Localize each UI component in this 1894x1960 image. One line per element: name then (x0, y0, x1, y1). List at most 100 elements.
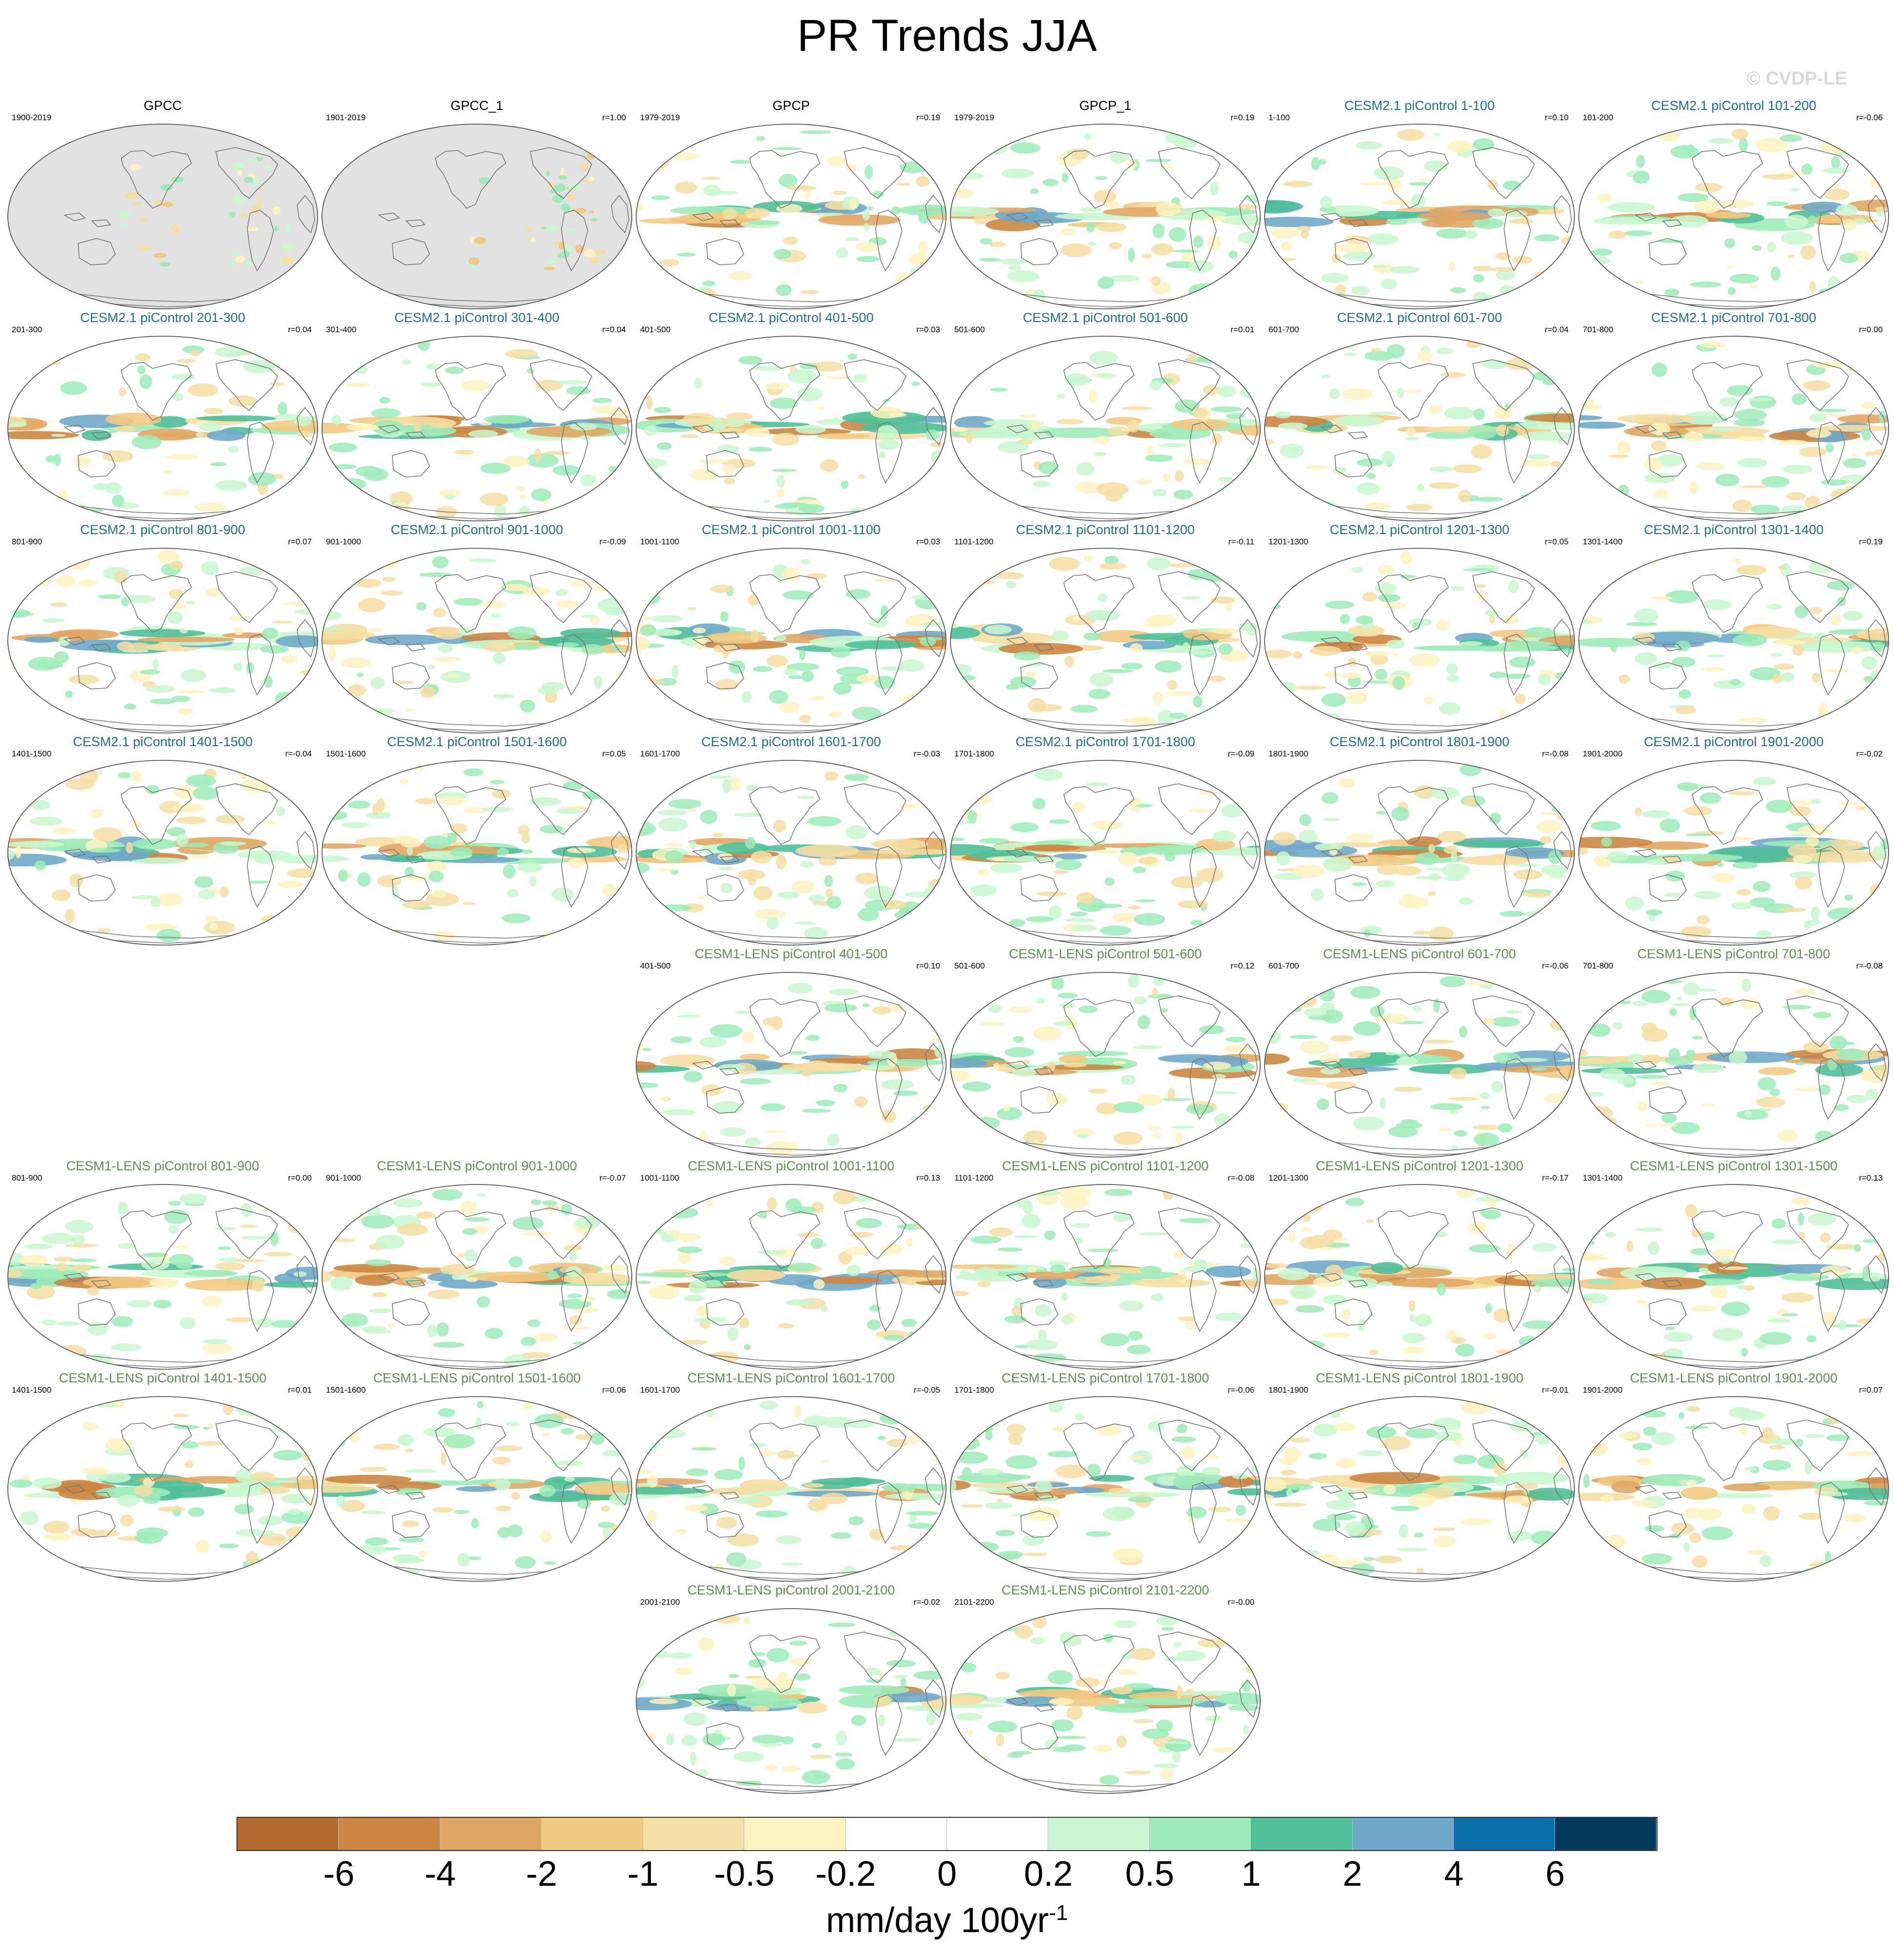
trend-patch (278, 402, 288, 415)
coastline (121, 1422, 192, 1481)
trend-patch (28, 657, 60, 671)
coastline (706, 1510, 744, 1538)
trend-patch (546, 226, 559, 232)
trend-patch (280, 1493, 310, 1504)
trend-patch (1011, 1751, 1033, 1755)
world-map (950, 1608, 1261, 1794)
trend-patch (1752, 777, 1776, 786)
panel-pattern-correlation: r=0.04 (288, 325, 312, 334)
trend-patch (956, 1451, 988, 1464)
trend-patch (1059, 1002, 1075, 1009)
trend-patch (1216, 496, 1245, 500)
trend-patch (297, 802, 318, 808)
trend-patch (995, 1529, 1015, 1537)
trend-patch (196, 1441, 224, 1446)
coastline (530, 1420, 592, 1472)
coastline (706, 238, 744, 265)
trend-patch (567, 847, 596, 854)
trend-patch (692, 504, 718, 517)
trend-patch (1391, 807, 1410, 821)
trend-patch (967, 810, 977, 824)
trend-patch (60, 381, 87, 395)
trend-patch (1230, 931, 1242, 936)
trend-patch (1679, 1479, 1688, 1485)
trend-patch (1653, 661, 1672, 669)
trend-patch (1366, 473, 1376, 479)
trend-patch (1047, 1061, 1055, 1072)
trend-patch (893, 1090, 918, 1096)
trend-patch (537, 687, 559, 695)
trend-patch (551, 887, 574, 902)
trend-patch (1172, 1749, 1181, 1763)
coastline (1472, 995, 1535, 1048)
trend-patch (1366, 1426, 1396, 1439)
trend-patch (1011, 822, 1039, 832)
trend-patch (1265, 1263, 1289, 1269)
trend-patch (1026, 916, 1054, 923)
coastline (1786, 359, 1849, 411)
map-border (950, 124, 1261, 309)
coastline (1334, 450, 1373, 477)
trend-patch (526, 426, 612, 437)
trend-patch (1268, 1102, 1288, 1116)
trend-patch (1005, 581, 1016, 588)
trend-patch (602, 883, 617, 897)
trend-patch (462, 1228, 478, 1235)
trend-patch (1814, 425, 1889, 432)
trend-patch (1813, 632, 1827, 643)
trend-patch (1073, 1128, 1094, 1138)
trend-patch (1206, 926, 1237, 935)
trend-patch (240, 1225, 258, 1228)
trend-patch (1326, 1499, 1356, 1510)
trend-patch (202, 1426, 210, 1430)
map-border (636, 972, 947, 1158)
trend-patch (1271, 682, 1297, 695)
coastline (925, 1255, 944, 1294)
trend-patch (1234, 1626, 1260, 1639)
trend-patch (1728, 1050, 1747, 1065)
trend-patch (1719, 997, 1734, 1007)
trend-patch (153, 253, 167, 258)
trend-patch (1647, 1241, 1659, 1255)
trend-patch (977, 869, 990, 876)
trend-patch (153, 1300, 172, 1309)
map-border (1264, 124, 1575, 309)
trend-patch (748, 594, 759, 606)
trend-patch (1246, 503, 1260, 509)
trend-patch (1864, 1144, 1887, 1152)
map-panel: CESM2.1 piControl 1-100 1-100 r=0.10 (1263, 98, 1576, 311)
coastline (1334, 1510, 1373, 1538)
trend-patch (1349, 1472, 1441, 1485)
trend-patch (1190, 920, 1204, 926)
trend-patch (953, 427, 968, 432)
trend-patch (464, 1249, 478, 1262)
trend-patch (895, 1131, 920, 1137)
trend-patch (1861, 402, 1876, 409)
trend-patch (1156, 202, 1181, 216)
trend-patch (1876, 811, 1888, 818)
trend-patch (1608, 1347, 1614, 1353)
trend-patch (544, 1561, 557, 1565)
trend-patch (170, 561, 184, 570)
coastline (1033, 1280, 1054, 1288)
trend-patch (979, 258, 1002, 262)
trend-patch (341, 657, 371, 668)
world-map (7, 760, 318, 946)
trend-patch (1160, 1098, 1193, 1101)
trend-patch (1096, 482, 1129, 496)
trend-patch (654, 407, 672, 413)
trend-patch (1736, 889, 1751, 896)
precip-trend-field (950, 1401, 1260, 1580)
trend-patch (1500, 1066, 1561, 1073)
trend-patch (1586, 909, 1615, 913)
coastline (719, 856, 740, 863)
trend-patch (1616, 1432, 1638, 1439)
trend-patch (1515, 1061, 1574, 1066)
trend-patch (1242, 1104, 1251, 1112)
trend-patch (1611, 1480, 1641, 1494)
trend-patch (1407, 836, 1442, 847)
panel-period: 1001-1100 (640, 537, 680, 546)
trend-patch (373, 1443, 400, 1450)
trend-patch (1363, 1557, 1375, 1561)
trend-patch (41, 1319, 57, 1326)
